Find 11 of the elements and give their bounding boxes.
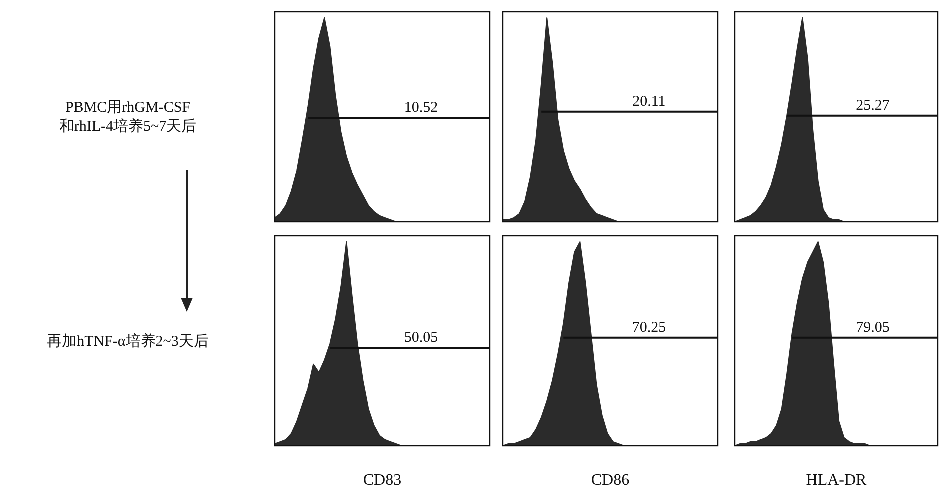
annotation: 10.52 bbox=[404, 100, 438, 116]
annotation: 50.05 bbox=[404, 330, 438, 346]
y-axis-title: PBMC用rhGM-CSF 和rhIL-4培养5~7天后 bbox=[59, 100, 197, 135]
x-axis-title: HLA-DR bbox=[806, 472, 868, 489]
annotation: 70.25 bbox=[632, 320, 666, 336]
annotation: 79.05 bbox=[856, 320, 890, 336]
annotation: 25.27 bbox=[856, 98, 890, 114]
x-axis-title: CD86 bbox=[591, 472, 630, 489]
x-axis-title: CD83 bbox=[363, 472, 402, 489]
annotation: 20.11 bbox=[632, 94, 666, 110]
y-axis-title: 再加hTNF-α培养2~3天后 bbox=[47, 333, 209, 350]
